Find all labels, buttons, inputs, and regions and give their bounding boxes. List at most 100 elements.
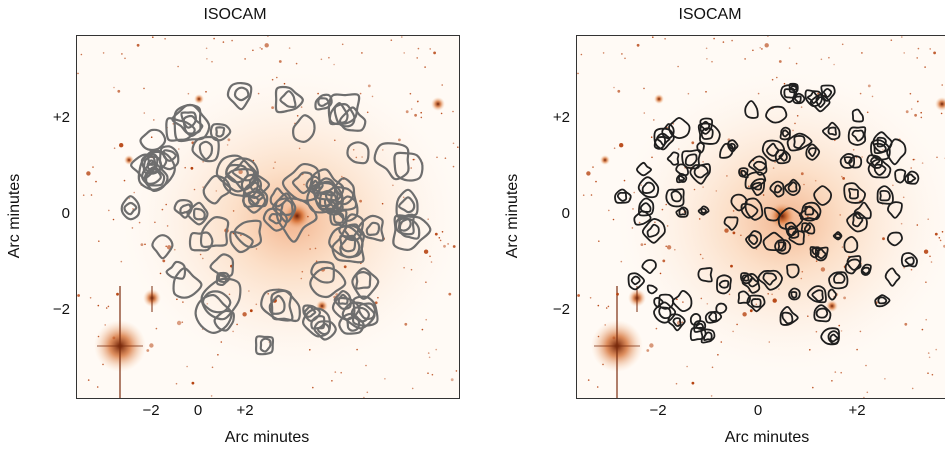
field-star xyxy=(732,210,735,212)
field-star xyxy=(455,370,458,372)
field-star xyxy=(211,366,214,369)
contour xyxy=(274,197,318,243)
field-star xyxy=(666,225,669,227)
field-star xyxy=(619,143,624,148)
field-star xyxy=(307,215,309,218)
field-star xyxy=(659,272,662,275)
contour xyxy=(310,260,335,284)
field-star xyxy=(681,321,684,324)
field-star xyxy=(939,239,942,242)
contour xyxy=(658,293,675,310)
field-star xyxy=(108,209,110,212)
field-star xyxy=(377,296,379,299)
contour xyxy=(398,196,416,214)
contour xyxy=(820,84,836,102)
right-panel: ISOCAM xyxy=(475,0,945,451)
contour xyxy=(786,263,800,279)
contour xyxy=(143,167,162,185)
contour xyxy=(886,231,903,247)
contour xyxy=(333,290,352,310)
field-star xyxy=(184,166,186,169)
field-star xyxy=(828,56,830,59)
field-star xyxy=(644,243,646,246)
contour xyxy=(765,105,788,124)
field-star xyxy=(839,214,841,216)
field-star xyxy=(914,113,917,117)
field-star xyxy=(815,330,818,333)
field-star xyxy=(755,303,758,306)
field-star xyxy=(120,260,123,263)
field-star xyxy=(661,208,664,211)
field-star xyxy=(190,166,194,170)
contour xyxy=(248,175,263,193)
field-star xyxy=(930,261,933,263)
sky-image-with-contours xyxy=(77,36,459,398)
field-star xyxy=(410,268,413,271)
contour xyxy=(351,267,380,300)
field-star xyxy=(417,100,419,103)
contour xyxy=(784,178,801,197)
contour xyxy=(730,193,748,212)
field-star xyxy=(722,41,725,43)
contour xyxy=(675,163,689,177)
field-star xyxy=(890,39,893,41)
contour xyxy=(822,87,833,98)
field-star xyxy=(371,95,374,98)
field-star xyxy=(410,167,413,169)
contour xyxy=(217,273,228,284)
field-star xyxy=(447,243,449,245)
field-star xyxy=(820,267,826,272)
field-star xyxy=(440,112,443,115)
field-star xyxy=(748,185,750,188)
field-star xyxy=(202,186,204,188)
field-star xyxy=(97,335,100,338)
field-star xyxy=(309,248,311,250)
x-tick-label: 0 xyxy=(753,402,763,419)
x-axis-label: Arc minutes xyxy=(724,429,810,446)
field-star xyxy=(119,143,124,148)
y-tick-label: 0 xyxy=(561,205,570,222)
field-star xyxy=(646,349,650,352)
field-star xyxy=(812,386,814,389)
field-star xyxy=(623,179,626,182)
field-star xyxy=(405,110,409,114)
contour xyxy=(873,142,887,155)
contour xyxy=(715,302,728,315)
contour xyxy=(750,298,762,308)
field-star xyxy=(920,116,923,119)
field-star xyxy=(144,243,146,246)
contour xyxy=(653,296,664,309)
contour xyxy=(693,320,707,333)
contour xyxy=(783,87,796,99)
field-star xyxy=(404,322,408,326)
contour xyxy=(700,120,711,132)
field-star xyxy=(98,240,100,242)
field-star xyxy=(166,225,169,227)
contour xyxy=(757,269,783,291)
image-frame xyxy=(576,35,945,399)
contour xyxy=(846,255,862,271)
field-star xyxy=(164,38,166,40)
contour xyxy=(171,103,202,135)
field-star xyxy=(730,264,733,268)
field-star xyxy=(366,111,369,114)
field-star xyxy=(841,246,844,248)
field-star xyxy=(757,92,760,95)
field-star xyxy=(341,175,343,178)
field-star xyxy=(202,257,204,260)
field-star xyxy=(905,110,909,114)
field-star xyxy=(863,396,865,398)
field-star xyxy=(612,336,616,340)
field-star xyxy=(841,175,843,178)
contour xyxy=(744,171,767,190)
field-star xyxy=(616,292,619,296)
field-star xyxy=(587,379,590,381)
field-star xyxy=(193,188,196,191)
y-tick-label: −2 xyxy=(552,301,570,318)
field-star xyxy=(274,161,276,163)
contour xyxy=(741,273,761,294)
field-star xyxy=(165,203,167,206)
contour xyxy=(852,212,864,228)
contour xyxy=(779,126,791,141)
field-star xyxy=(314,247,317,250)
